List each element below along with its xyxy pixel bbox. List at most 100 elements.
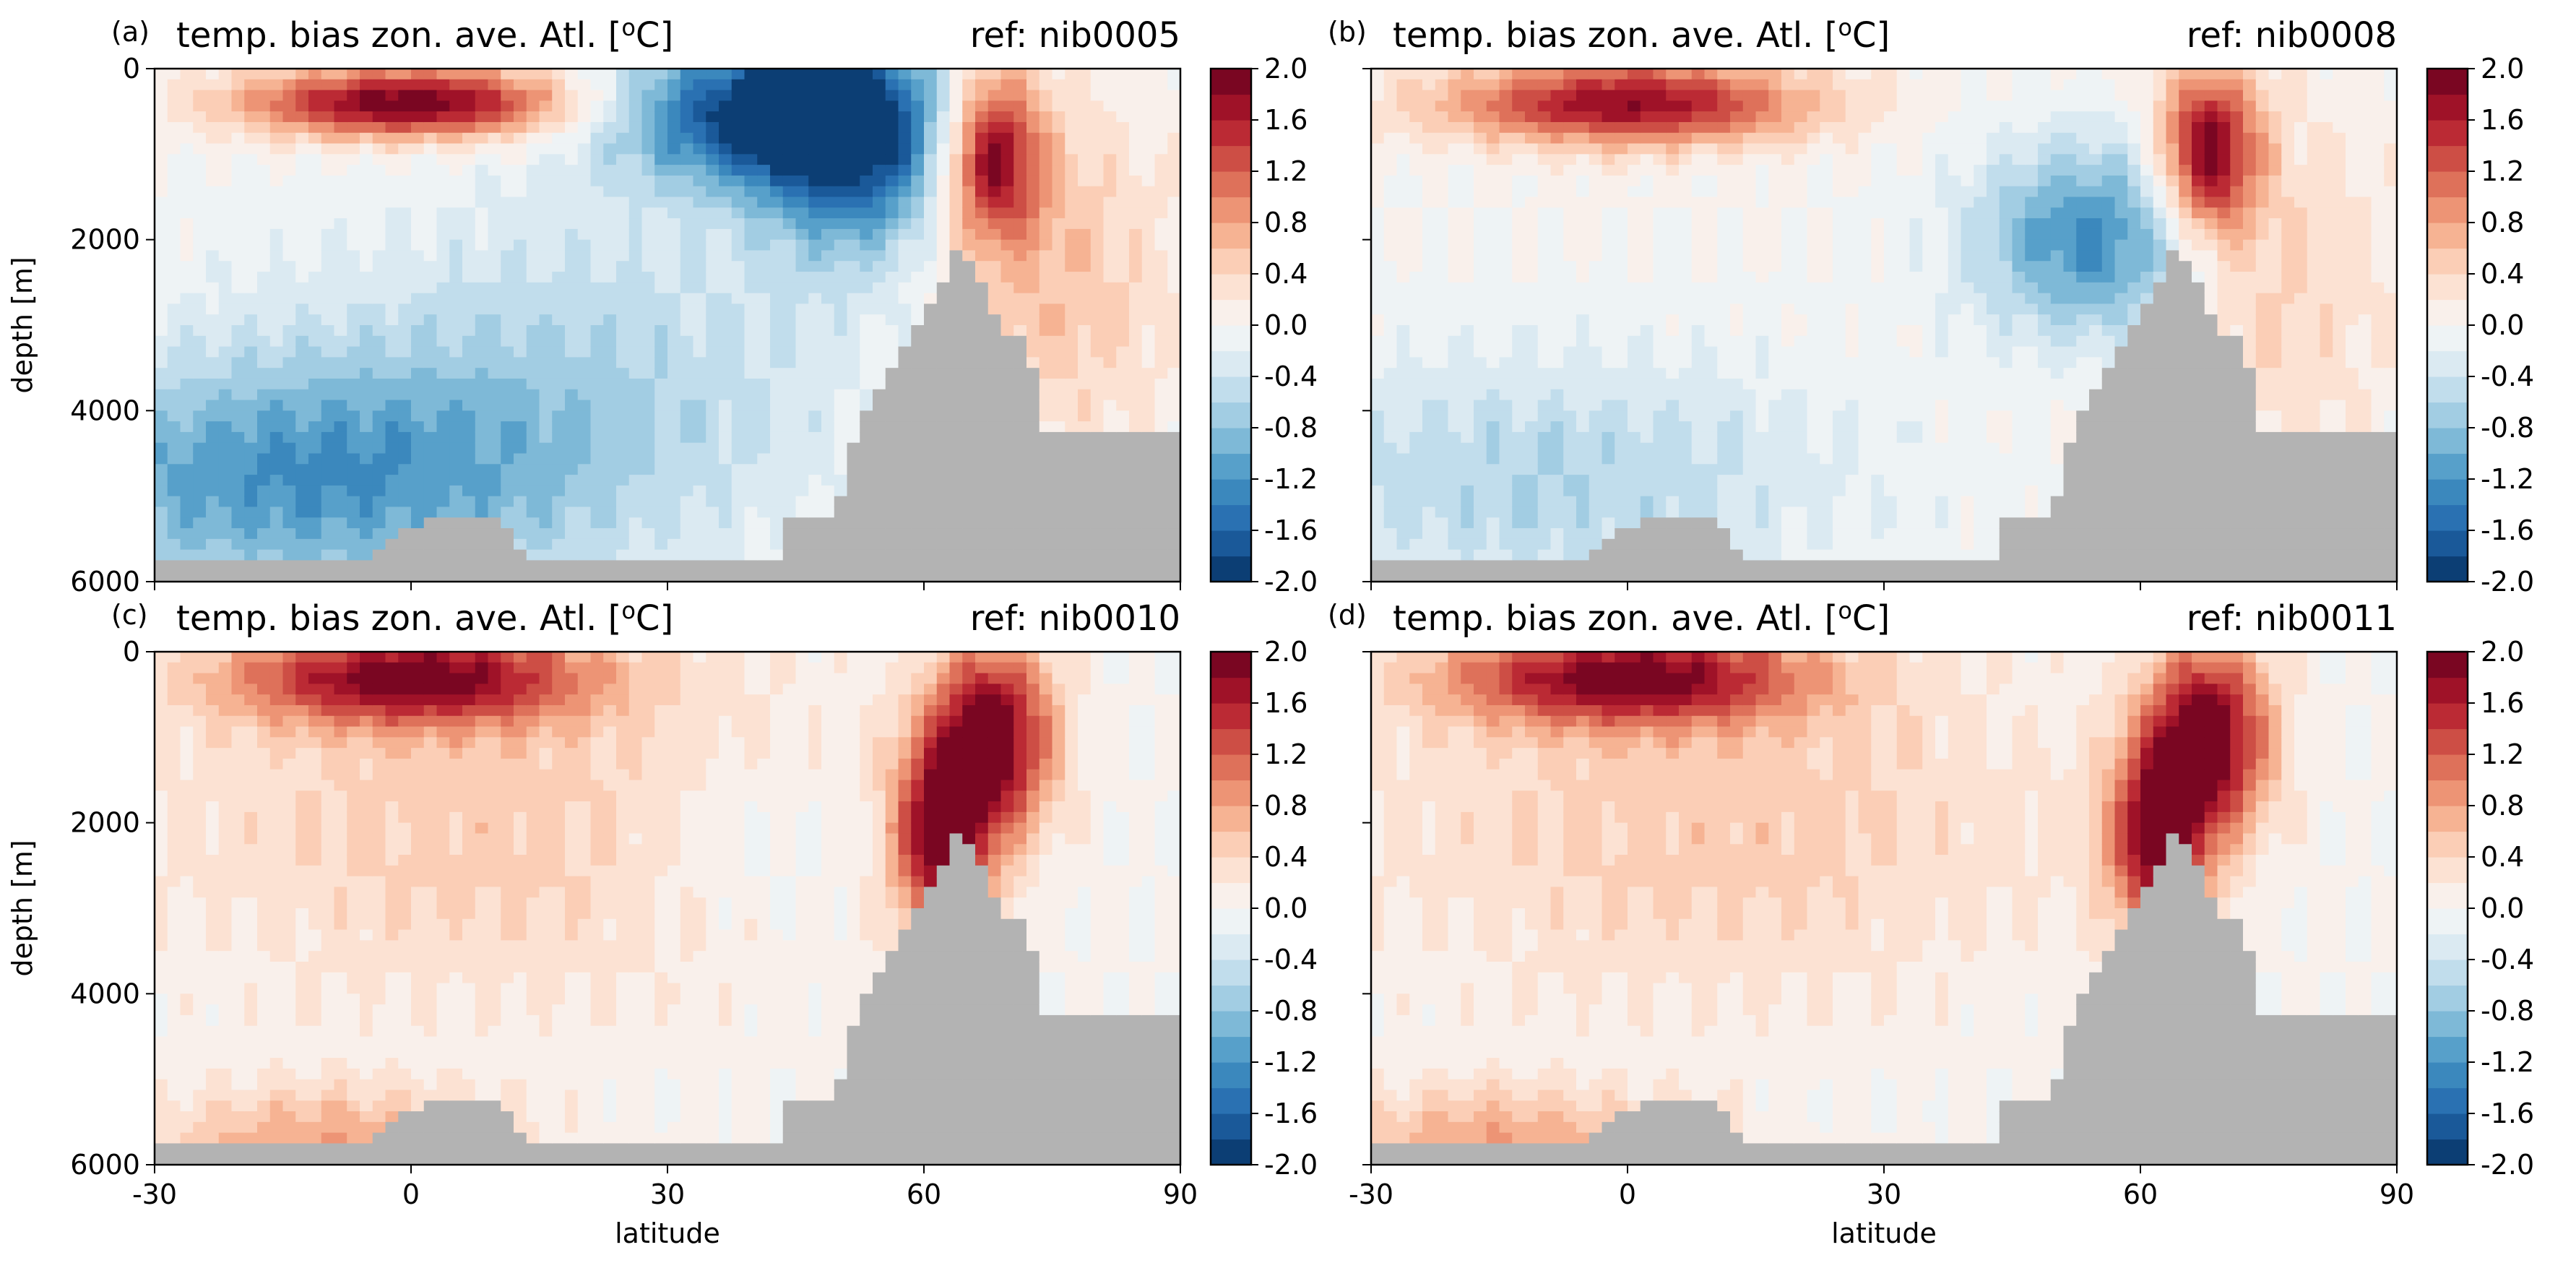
- heatmap-cell: [1090, 335, 1105, 348]
- heatmap-cell: [206, 378, 220, 390]
- heatmap-cell: [1563, 325, 1577, 337]
- heatmap-cell: [847, 346, 860, 358]
- heatmap-cell: [206, 175, 220, 187]
- heatmap-cell: [757, 282, 771, 294]
- heatmap-cell: [282, 111, 296, 123]
- heatmap-cell: [719, 111, 732, 123]
- heatmap-cell: [1167, 100, 1181, 112]
- heatmap-cell: [1537, 410, 1552, 422]
- heatmap-cell: [1422, 496, 1436, 508]
- heatmap-cell: [808, 464, 822, 475]
- heatmap-cell: [1525, 69, 1539, 80]
- heatmap-cell: [1563, 389, 1577, 401]
- heatmap-cell: [1448, 293, 1461, 305]
- heatmap-cell: [1383, 528, 1398, 540]
- heatmap-cell: [1409, 69, 1423, 80]
- heatmap-cell: [385, 228, 399, 241]
- heatmap-cell: [1499, 314, 1513, 326]
- heatmap-cell: [1435, 314, 1449, 326]
- heatmap-cell: [1550, 389, 1564, 401]
- heatmap-cell: [1448, 250, 1461, 262]
- heatmap-cell: [1052, 442, 1066, 454]
- heatmap-cell: [1576, 442, 1590, 454]
- heatmap-cell: [180, 528, 194, 540]
- heatmap-cell: [514, 69, 527, 80]
- heatmap-cell: [193, 79, 207, 91]
- heatmap-cell: [731, 165, 745, 176]
- heatmap-cell: [975, 549, 989, 561]
- heatmap-cell: [1065, 69, 1079, 80]
- heatmap-cell: [795, 538, 809, 551]
- heatmap-cell: [257, 368, 271, 379]
- heatmap-cell: [654, 410, 668, 422]
- heatmap-cell: [206, 282, 220, 294]
- heatmap-cell: [1371, 368, 1385, 379]
- heatmap-cell: [590, 528, 604, 540]
- heatmap-cell: [1167, 410, 1181, 422]
- heatmap-cell: [1065, 197, 1079, 208]
- heatmap-cell: [1026, 346, 1040, 358]
- heatmap-cell: [975, 431, 989, 444]
- heatmap-cell: [1141, 293, 1156, 305]
- heatmap-cell: [423, 69, 438, 80]
- heatmap-cell: [1383, 154, 1398, 165]
- heatmap-cell: [411, 538, 425, 551]
- heatmap-cell: [654, 464, 668, 475]
- heatmap-cell: [295, 79, 309, 91]
- heatmap-cell: [231, 378, 245, 390]
- heatmap-cell: [1154, 410, 1168, 422]
- heatmap-cell: [1537, 453, 1552, 465]
- heatmap-cell: [475, 261, 489, 272]
- heatmap-cell: [1103, 538, 1117, 551]
- heatmap-cell: [744, 79, 758, 91]
- heatmap-cell: [1090, 464, 1105, 475]
- heatmap-cell: [1537, 165, 1552, 176]
- heatmap-cell: [1640, 325, 1654, 337]
- heatmap-cell: [347, 132, 360, 145]
- heatmap-cell: [334, 368, 347, 379]
- heatmap-cell: [257, 464, 271, 475]
- heatmap-cell: [577, 442, 592, 454]
- heatmap-cell: [347, 389, 360, 401]
- heatmap-cell: [770, 496, 784, 508]
- heatmap-cell: [155, 293, 168, 305]
- heatmap-cell: [1409, 293, 1423, 305]
- heatmap-cell: [975, 186, 989, 198]
- heatmap-cell: [873, 132, 886, 145]
- heatmap-cell: [770, 431, 784, 444]
- heatmap-cell: [577, 239, 592, 251]
- heatmap-cell: [218, 475, 233, 486]
- heatmap-cell: [706, 560, 719, 572]
- heatmap-cell: [1422, 335, 1436, 348]
- heatmap-cell: [1103, 228, 1117, 241]
- heatmap-cell: [987, 228, 1002, 241]
- heatmap-cell: [719, 293, 732, 305]
- heatmap-cell: [155, 431, 168, 444]
- heatmap-cell: [1615, 111, 1628, 123]
- heatmap-cell: [603, 475, 617, 486]
- heatmap-cell: [693, 111, 706, 123]
- heatmap-cell: [167, 111, 181, 123]
- heatmap-cell: [565, 303, 579, 315]
- heatmap-cell: [180, 69, 194, 80]
- heatmap-cell: [1409, 228, 1423, 241]
- heatmap-cell: [641, 314, 655, 326]
- heatmap-cell: [321, 261, 335, 272]
- heatmap-cell: [603, 517, 617, 529]
- heatmap-cell: [1129, 293, 1143, 305]
- heatmap-cell: [552, 207, 566, 219]
- heatmap-cell: [770, 528, 784, 540]
- heatmap-cell: [180, 154, 194, 165]
- heatmap-cell: [552, 293, 566, 305]
- heatmap-cell: [552, 560, 566, 572]
- heatmap-cell: [1409, 442, 1423, 454]
- heatmap-cell: [475, 90, 489, 101]
- heatmap-cell: [987, 453, 1002, 465]
- heatmap-cell: [1448, 431, 1461, 444]
- heatmap-cell: [693, 293, 706, 305]
- heatmap-cell: [1026, 507, 1040, 518]
- heatmap-cell: [1141, 314, 1156, 326]
- heatmap-cell: [834, 389, 848, 401]
- heatmap-cell: [231, 282, 245, 294]
- heatmap-cell: [885, 346, 899, 358]
